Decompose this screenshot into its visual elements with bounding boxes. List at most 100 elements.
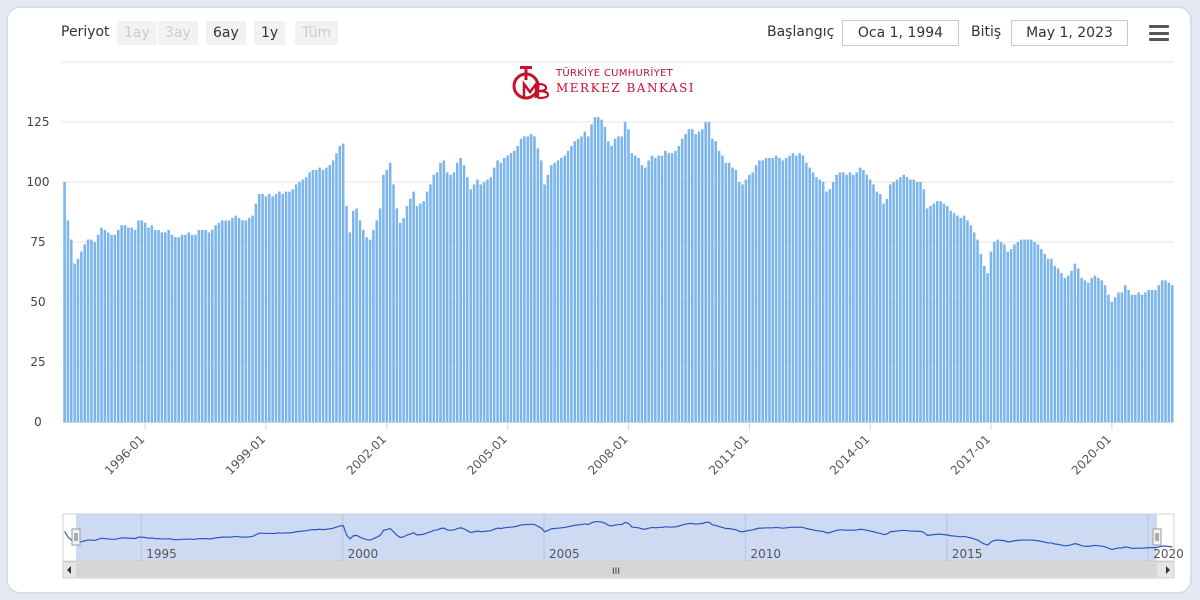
bar[interactable] — [103, 230, 107, 422]
bar[interactable] — [610, 146, 613, 422]
bar[interactable] — [999, 242, 1003, 422]
bar[interactable] — [1097, 278, 1100, 422]
bar[interactable] — [378, 208, 382, 422]
bar[interactable] — [617, 136, 620, 422]
bar[interactable] — [331, 160, 335, 422]
bar[interactable] — [388, 162, 392, 423]
bar[interactable] — [445, 172, 449, 422]
bar[interactable] — [1093, 275, 1097, 422]
bar[interactable] — [654, 158, 657, 422]
bar[interactable] — [123, 225, 127, 422]
bar[interactable] — [513, 150, 516, 423]
bar[interactable] — [439, 162, 442, 423]
bar[interactable] — [482, 182, 486, 422]
bar[interactable] — [153, 230, 157, 422]
bar[interactable] — [1083, 280, 1087, 422]
bar[interactable] — [701, 129, 704, 422]
bar[interactable] — [815, 177, 818, 422]
bar[interactable] — [959, 218, 963, 422]
scrollbar-thumb[interactable] — [76, 563, 1157, 577]
bar[interactable] — [982, 266, 986, 422]
bar[interactable] — [1060, 273, 1063, 422]
bar[interactable] — [113, 234, 117, 422]
bar[interactable] — [190, 234, 194, 422]
bar[interactable] — [1016, 242, 1020, 422]
scroll-right-arrow-icon[interactable] — [1166, 566, 1170, 574]
bar[interactable] — [442, 160, 446, 422]
bar[interactable] — [539, 160, 543, 422]
bar[interactable] — [818, 179, 822, 422]
bar[interactable] — [130, 227, 133, 422]
bar[interactable] — [1130, 294, 1134, 422]
bar[interactable] — [868, 179, 872, 422]
bar[interactable] — [321, 170, 325, 422]
bar[interactable] — [472, 184, 476, 422]
bar[interactable] — [1117, 292, 1120, 422]
bar[interactable] — [560, 158, 563, 422]
bar[interactable] — [882, 203, 885, 422]
bar[interactable] — [358, 220, 362, 422]
bar[interactable] — [519, 138, 523, 423]
bar[interactable] — [96, 234, 100, 422]
bar[interactable] — [435, 172, 439, 422]
bar[interactable] — [942, 203, 946, 422]
bar[interactable] — [365, 237, 368, 422]
bar[interactable] — [825, 191, 828, 422]
bar[interactable] — [237, 218, 241, 422]
bar[interactable] — [630, 153, 634, 422]
bar[interactable] — [1160, 280, 1164, 422]
bar[interactable] — [523, 136, 526, 422]
bar[interactable] — [486, 179, 489, 422]
bar[interactable] — [187, 232, 191, 422]
bar[interactable] — [392, 184, 395, 422]
bar[interactable] — [415, 206, 419, 422]
bar[interactable] — [1107, 294, 1110, 422]
bar[interactable] — [197, 230, 201, 422]
bar[interactable] — [76, 258, 80, 422]
bar[interactable] — [596, 117, 600, 422]
bar[interactable] — [1073, 263, 1077, 422]
bar[interactable] — [603, 126, 607, 423]
bar[interactable] — [499, 162, 503, 423]
bar[interactable] — [1076, 268, 1080, 422]
bar[interactable] — [690, 129, 694, 422]
bar[interactable] — [335, 153, 338, 422]
bar[interactable] — [210, 230, 214, 422]
bar[interactable] — [479, 184, 483, 422]
bar[interactable] — [516, 146, 519, 422]
bar[interactable] — [1070, 270, 1073, 422]
bar[interactable] — [909, 179, 912, 422]
bar[interactable] — [348, 232, 352, 422]
bar[interactable] — [449, 174, 452, 422]
bar[interactable] — [231, 218, 234, 422]
bar[interactable] — [224, 220, 227, 422]
bar[interactable] — [801, 155, 805, 422]
bar[interactable] — [492, 167, 496, 422]
bar[interactable] — [838, 172, 842, 422]
bar[interactable] — [919, 182, 922, 422]
bar[interactable] — [774, 155, 778, 422]
bar[interactable] — [412, 191, 415, 422]
bar[interactable] — [247, 218, 251, 422]
bar[interactable] — [214, 225, 217, 422]
bar[interactable] — [351, 210, 355, 422]
bar[interactable] — [251, 215, 254, 422]
bar[interactable] — [865, 174, 869, 422]
bar[interactable] — [1040, 249, 1043, 422]
bar[interactable] — [781, 160, 785, 422]
bar[interactable] — [570, 146, 573, 422]
bar[interactable] — [855, 172, 858, 422]
bar[interactable] — [1137, 292, 1140, 422]
bar[interactable] — [724, 162, 728, 423]
bar[interactable] — [680, 138, 684, 423]
bar[interactable] — [304, 177, 308, 422]
bar[interactable] — [385, 170, 389, 422]
bar[interactable] — [731, 167, 734, 422]
bar[interactable] — [1167, 282, 1171, 422]
bar[interactable] — [264, 196, 268, 422]
bar[interactable] — [667, 153, 671, 422]
bar[interactable] — [425, 191, 429, 422]
bar[interactable] — [86, 239, 90, 422]
bar[interactable] — [194, 234, 197, 422]
bar[interactable] — [372, 230, 375, 422]
